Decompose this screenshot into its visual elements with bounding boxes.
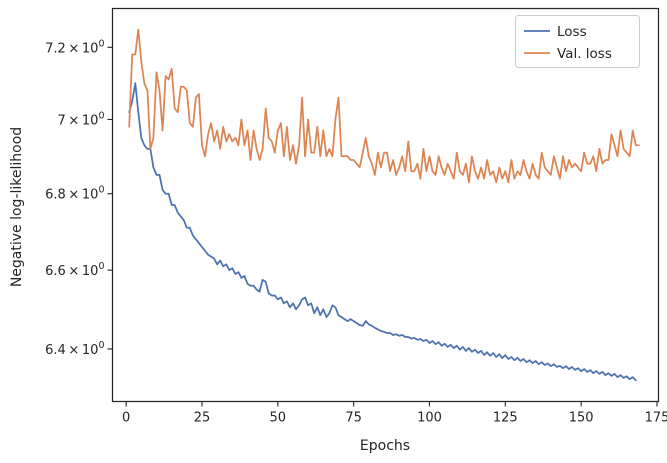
x-axis: 0 25 50 75 100 125 150 175 <box>122 401 667 426</box>
y-axis: 6.4 × 100 6.6 × 100 6.8 × 100 7 × 100 7.2 × … <box>45 38 113 358</box>
x-tick-label: 175 <box>645 411 667 426</box>
x-tick-label: 150 <box>569 411 594 426</box>
legend: Loss Val. loss <box>515 15 640 68</box>
y-tick-label: 7.2 × 100 <box>45 38 104 56</box>
x-tick-label: 100 <box>417 411 442 426</box>
x-tick-label: 25 <box>194 411 211 426</box>
y-tick-label: 6.6 × 100 <box>45 261 104 279</box>
plot-frame <box>111 7 660 403</box>
legend-label-val-loss: Val. loss <box>557 46 612 62</box>
y-axis-label: Negative log-likelihood <box>9 127 25 287</box>
x-axis-label: Epochs <box>360 438 410 454</box>
x-tick-label: 50 <box>270 411 287 426</box>
x-tick-label: 125 <box>493 411 518 426</box>
series-layer <box>128 28 640 382</box>
series-line-val-loss <box>128 28 640 184</box>
legend-box <box>515 15 640 68</box>
legend-label-loss: Loss <box>557 24 587 40</box>
series-line-loss <box>128 82 637 382</box>
y-tick-label: 7 × 100 <box>58 110 105 128</box>
x-tick-label: 75 <box>345 411 362 426</box>
x-tick-label: 0 <box>122 411 130 426</box>
y-tick-label: 6.8 × 100 <box>45 185 104 203</box>
y-tick-label: 6.4 × 100 <box>45 340 104 358</box>
